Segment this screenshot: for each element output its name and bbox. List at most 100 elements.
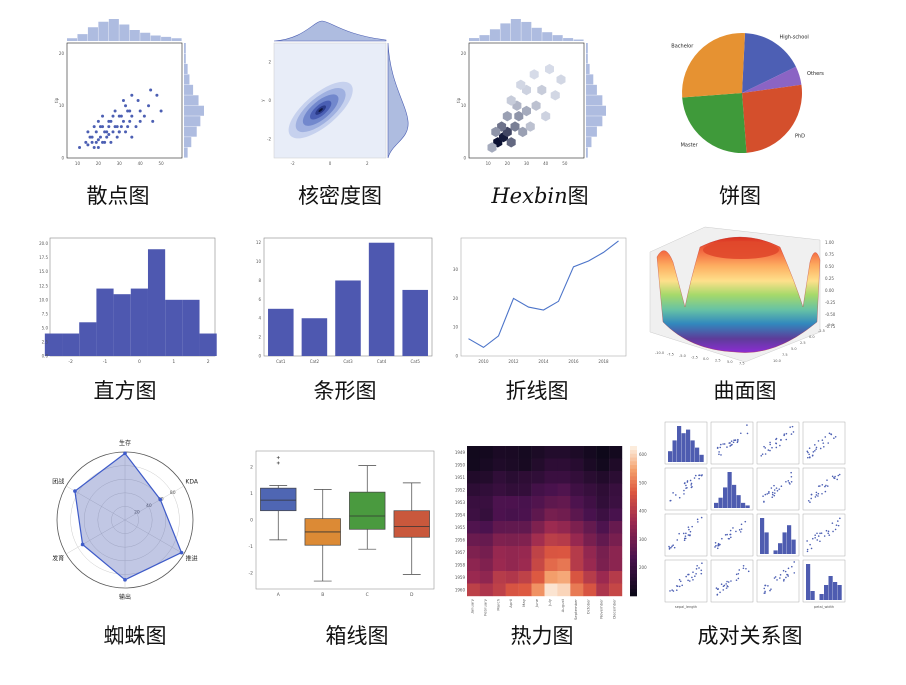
- pair-point: [789, 483, 791, 485]
- pair-point: [767, 585, 769, 587]
- pair-point: [728, 442, 731, 444]
- pair-point: [729, 533, 731, 536]
- x-tick-label: -2.5: [691, 356, 698, 360]
- x-tick-label: 0: [329, 161, 332, 166]
- column-label: December: [612, 599, 617, 619]
- radar-point: [158, 497, 163, 502]
- pair-point: [838, 473, 841, 476]
- pair-point: [763, 445, 765, 448]
- heatmap-cell: [479, 533, 494, 547]
- pair-point: [691, 485, 693, 488]
- marginal-y-bar: [184, 84, 194, 95]
- y-tick-label: 10.0: [773, 359, 781, 363]
- heatmap-cell: [596, 558, 610, 572]
- y-tick-label: -5.0: [827, 323, 834, 327]
- pair-diag-bar: [723, 487, 728, 508]
- heatmap-cell: [570, 571, 584, 584]
- colorbar-segment: [630, 532, 637, 537]
- x-tick-label: 10: [75, 161, 81, 166]
- pair-point: [836, 478, 839, 481]
- pair-point: [807, 456, 809, 459]
- x-tick-label: Cat5: [411, 359, 421, 364]
- pair-point: [742, 567, 745, 570]
- heatmap-cell: [557, 521, 571, 534]
- surface-mesh: [656, 236, 821, 353]
- column-label: February: [482, 598, 487, 616]
- pair-diag-bar: [745, 505, 750, 508]
- pair-diag-bar: [824, 585, 829, 600]
- pair-point: [814, 536, 816, 539]
- pair-point: [690, 484, 692, 486]
- marginal-x-bar: [119, 24, 130, 41]
- pair-point: [732, 527, 734, 529]
- colorbar-segment: [630, 502, 637, 507]
- pair-point: [725, 587, 728, 589]
- y-tick-label: 1: [250, 491, 253, 497]
- scatter-point: [117, 114, 121, 118]
- histogram-bar: [79, 322, 97, 356]
- pair-point: [834, 475, 836, 478]
- heatmap-cell: [531, 496, 545, 509]
- scatter-point: [84, 140, 88, 144]
- pair-point: [809, 456, 811, 458]
- pair-point: [730, 444, 732, 447]
- pair-point: [770, 487, 773, 489]
- hexbin-cell: [541, 111, 551, 122]
- heatmap-cell: [557, 458, 571, 472]
- heatmap-cell: [492, 558, 506, 572]
- marginal-x-bar: [150, 35, 161, 41]
- z-tick-label: 0.75: [825, 252, 834, 257]
- heatmap-cell: [583, 546, 597, 559]
- pair-point: [827, 442, 830, 444]
- scatter-point: [130, 93, 134, 97]
- heatmap-cell: [492, 533, 506, 547]
- pair-point: [684, 537, 687, 540]
- pair-point: [764, 493, 767, 496]
- colorbar-segment: [630, 517, 637, 522]
- heatmap-cell: [583, 571, 597, 584]
- pair-point: [727, 537, 730, 540]
- scatter-point: [103, 140, 107, 144]
- radar-point: [80, 542, 85, 547]
- caption-surface: 曲面图: [713, 379, 777, 403]
- hexbin-plot: 10 20 30 40 50 0 10 20 tip: [456, 19, 606, 166]
- scatter-point: [105, 130, 109, 134]
- pair-point: [826, 485, 829, 487]
- hexbin-cell: [510, 121, 520, 132]
- z-tick-label: 1.00: [825, 240, 834, 245]
- pair-point: [776, 489, 779, 492]
- y-tick-label: 0: [250, 518, 253, 524]
- z-tick-label: -0.50: [825, 312, 836, 317]
- x-tick-label: 7.5: [739, 362, 745, 366]
- column-label: March: [495, 598, 500, 610]
- column-label: July: [547, 598, 552, 607]
- pair-point: [768, 490, 770, 493]
- box-body: [349, 491, 386, 530]
- column-label: June: [534, 598, 539, 608]
- pair-point: [837, 524, 840, 527]
- heatmap-cell: [467, 546, 481, 559]
- pair-point: [775, 487, 778, 489]
- radar-axis-label: 生存: [119, 439, 131, 447]
- heatmap-cell: [544, 508, 558, 522]
- scatter-point: [126, 125, 130, 129]
- pair-point: [815, 446, 818, 449]
- marginal-y-bar: [586, 147, 588, 158]
- pair-point: [737, 572, 740, 575]
- colorbar-segment: [630, 547, 637, 552]
- pair-point: [826, 479, 828, 481]
- pair-point: [837, 520, 839, 522]
- heatmap-cell: [531, 483, 545, 497]
- bar-chart: Cat1 Cat2 Cat3 Cat4 Cat5 0 2 4 6 8 10 12: [256, 237, 433, 364]
- radar-ring-label: 20: [134, 509, 140, 515]
- row-label: 1953: [455, 500, 466, 505]
- pair-point: [828, 534, 831, 536]
- heatmap-cell: [505, 521, 519, 534]
- column-label: May: [521, 598, 526, 607]
- pair-point: [819, 532, 821, 535]
- heatmap-cell: [505, 571, 519, 584]
- pair-point: [764, 453, 767, 455]
- colorbar-segment: [630, 588, 637, 593]
- pie-slice: [682, 33, 745, 98]
- caption-line: 折线图: [505, 379, 569, 403]
